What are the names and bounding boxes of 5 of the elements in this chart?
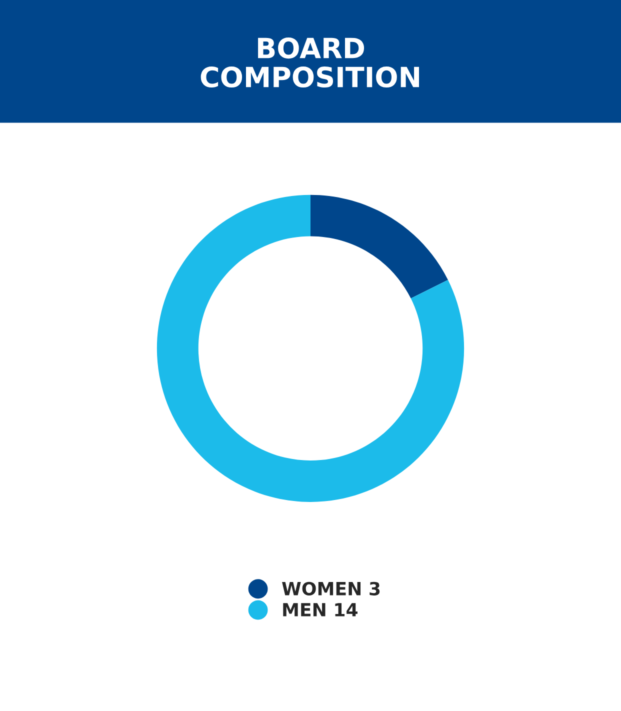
legend-label: WOMEN 3 [282,582,380,596]
legend-label: MEN 14 [283,603,358,616]
chart-title: BOARD COMPOSITION [200,38,419,88]
donut-slice [310,194,448,298]
donut-slice [156,194,464,502]
